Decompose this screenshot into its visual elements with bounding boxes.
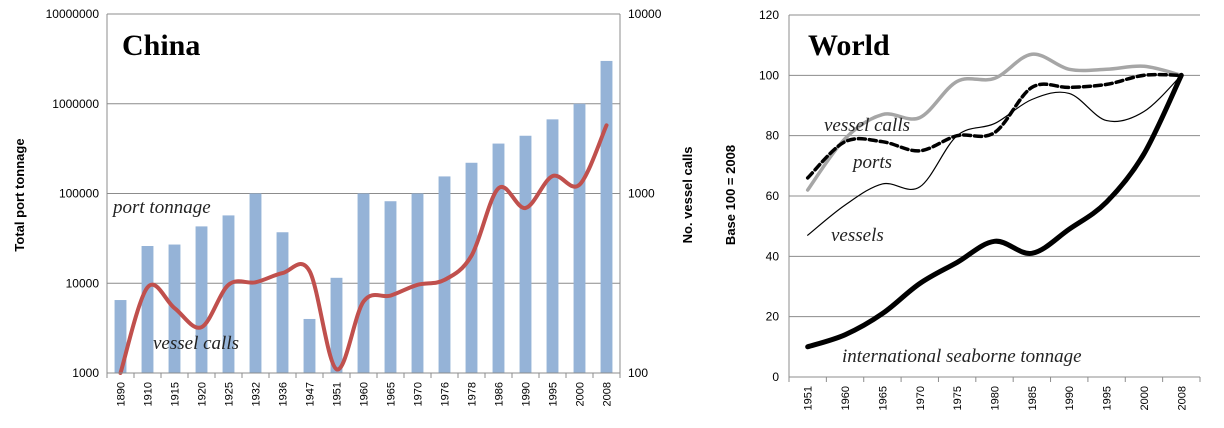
world-axes	[788, 15, 1201, 382]
world-gridlines	[789, 14, 1200, 378]
china-x-tick-1960: 1960	[359, 382, 371, 406]
china-x-tick-1951: 1951	[332, 382, 344, 406]
china-bar-2008	[600, 60, 613, 373]
china-bar-1978	[465, 162, 478, 373]
china-bar-1990	[519, 135, 532, 373]
world-annotation-ports: ports	[851, 152, 892, 173]
china-x-tick-1932: 1932	[251, 382, 263, 406]
china-x-tick-2008: 2008	[602, 382, 614, 406]
china-x-tick-1986: 1986	[494, 382, 506, 406]
china-bar-1986	[492, 143, 505, 373]
china-x-tick-1976: 1976	[440, 382, 452, 406]
china-x-tick-1990: 1990	[521, 382, 533, 406]
china-y2-tick-100: 100	[628, 366, 648, 380]
china-x-tick-labels: 1890 1910 1915 1920 1925 1932 1936 1947 1951 1960…	[116, 382, 614, 406]
world-title: World	[808, 29, 890, 62]
china-y-tick-1000: 1000	[72, 366, 99, 380]
world-x-tick-1960: 1960	[840, 386, 852, 410]
china-x-tick-1936: 1936	[278, 382, 290, 406]
world-y-tick-60: 60	[766, 189, 780, 203]
china-bar-2000	[573, 103, 586, 373]
china-bar-1976	[438, 176, 451, 373]
china-y-tick-100000: 100000	[59, 187, 99, 201]
world-annotation-seaborne-tonnage: international seaborne tonnage	[842, 346, 1082, 367]
china-bar-1920	[195, 226, 208, 373]
china-bar-1960	[357, 193, 370, 373]
world-line-vessels	[807, 74, 1182, 236]
china-bar-1936	[276, 232, 289, 373]
world-x-tick-1990: 1990	[1064, 386, 1076, 410]
china-y2-tick-1000: 1000	[628, 187, 655, 201]
world-x-tick-1965: 1965	[877, 386, 889, 410]
world-line-ports	[805, 72, 1184, 180]
world-series-lines	[805, 52, 1184, 350]
world-y-tick-120: 120	[759, 8, 779, 22]
china-left-tick-labels: 1000 10000 100000 1000000 10000000	[46, 7, 100, 380]
world-y-tick-20: 20	[766, 310, 780, 324]
world-x-tick-2000: 2000	[1139, 386, 1151, 410]
china-x-tick-1910: 1910	[143, 382, 155, 406]
world-x-tick-1995: 1995	[1102, 386, 1114, 410]
world-line-vessel-calls	[805, 52, 1184, 192]
china-y-tick-10000: 10000	[66, 276, 100, 290]
china-annotation-vessel-calls: vessel calls	[153, 333, 239, 354]
world-x-tick-1970: 1970	[915, 386, 927, 410]
world-y-tick-100: 100	[759, 68, 779, 82]
world-y-tick-labels: 0 20 40 60 80 100 120	[759, 8, 779, 384]
china-x-tick-1970: 1970	[413, 382, 425, 406]
china-bar-1947	[303, 318, 316, 373]
china-vessel-calls-line	[118, 123, 609, 375]
world-y-axis-label: Base 100 = 2008	[723, 145, 738, 245]
china-x-tick-1925: 1925	[224, 382, 236, 406]
china-x-tick-1978: 1978	[467, 382, 479, 406]
world-y-tick-40: 40	[766, 249, 780, 263]
china-y2-tick-10000: 10000	[628, 7, 662, 21]
china-bar-1951	[330, 277, 343, 373]
world-x-tick-labels: 1951 1960 1965 1970 1975 1980 1985 1990 1995 2000…	[803, 386, 1189, 410]
world-chart: 0 20 40 60 80 100 120 1951 1960 1965 1970 1975 1980…	[723, 8, 1201, 410]
china-x-tick-1995: 1995	[548, 382, 560, 406]
china-y-axis-label: Total port tonnage	[12, 138, 27, 251]
china-bar-1965	[384, 201, 397, 373]
world-line-international-seaborne-tonnage	[805, 72, 1184, 350]
world-x-tick-1980: 1980	[990, 386, 1002, 410]
world-x-tick-1985: 1985	[1027, 386, 1039, 410]
world-x-tick-2008: 2008	[1176, 386, 1188, 410]
china-right-tick-labels: 100 1000 10000	[628, 7, 662, 380]
china-x-tick-1920: 1920	[197, 382, 209, 406]
world-y-tick-0: 0	[772, 370, 779, 384]
china-x-tick-2000: 2000	[575, 382, 587, 406]
china-y-tick-10000000: 10000000	[46, 7, 100, 21]
china-bar-1890	[114, 300, 127, 373]
world-annotation-vessel-calls: vessel calls	[824, 115, 910, 136]
china-axes	[106, 14, 621, 378]
world-x-tick-1951: 1951	[803, 386, 815, 410]
world-x-tick-1975: 1975	[952, 386, 964, 410]
china-bar-1925	[222, 215, 235, 373]
china-y2-axis-label: No. vessel calls	[680, 147, 695, 244]
china-x-tick-1915: 1915	[170, 382, 182, 406]
china-x-tick-1947: 1947	[305, 382, 317, 406]
world-annotation-vessels: vessels	[831, 225, 884, 246]
china-y-tick-1000000: 1000000	[52, 97, 99, 111]
china-title: China	[122, 29, 200, 62]
china-bar-1910	[141, 246, 154, 373]
world-y-tick-80: 80	[766, 129, 780, 143]
china-x-tick-1965: 1965	[386, 382, 398, 406]
china-annotation-port-tonnage: port tonnage	[111, 197, 211, 218]
china-bar-1995	[546, 119, 559, 373]
china-x-tick-1890: 1890	[116, 382, 128, 406]
